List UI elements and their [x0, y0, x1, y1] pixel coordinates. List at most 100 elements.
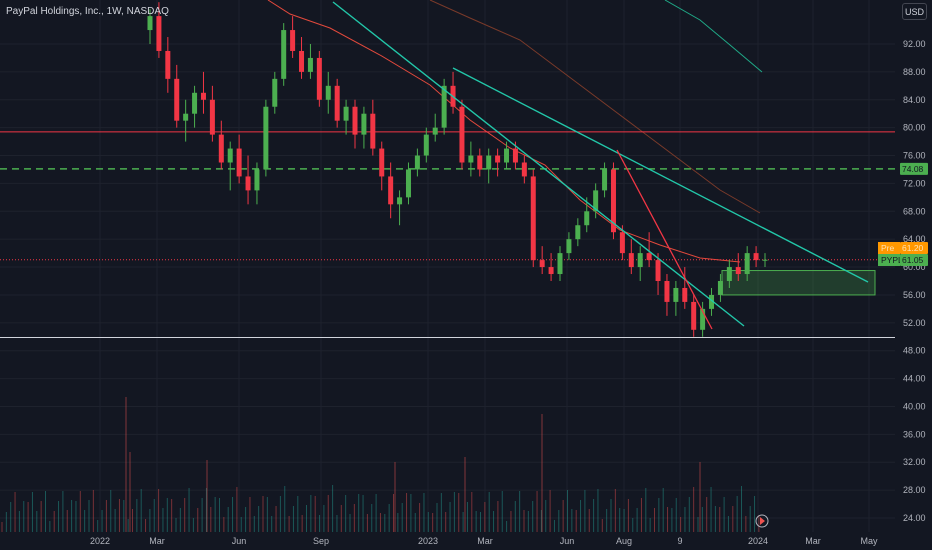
- candle-body: [281, 30, 287, 79]
- price-tick-label: 80.00: [903, 123, 926, 133]
- replay-icon[interactable]: [755, 514, 769, 528]
- time-tick-label: 9: [677, 536, 682, 546]
- price-tick-label: 72.00: [903, 178, 926, 188]
- candle-body: [486, 155, 492, 170]
- candle-body: [566, 239, 572, 254]
- candle-body: [414, 155, 420, 170]
- premarket-flag-value: 61.20: [902, 243, 924, 253]
- candle-body: [691, 301, 697, 330]
- candle-body: [744, 253, 750, 275]
- candle-body: [495, 155, 501, 163]
- candle-body: [459, 106, 465, 163]
- time-tick-label: Mar: [805, 536, 821, 546]
- symbol-flag-label: PYPL: [881, 255, 903, 265]
- candle-body: [468, 155, 474, 163]
- candle-body: [343, 106, 349, 121]
- candle-body: [753, 253, 759, 261]
- candle-body: [299, 50, 305, 72]
- moving-average-line: [664, 0, 763, 73]
- time-tick-label: Jun: [232, 536, 247, 546]
- candle-body: [557, 253, 563, 275]
- time-tick-label: Sep: [313, 536, 329, 546]
- candle-body: [192, 92, 198, 114]
- trendline-drawings[interactable]: [332, 1, 869, 330]
- time-axis[interactable]: 2022 Mar Jun Sep 2023 Mar Jun Aug 9 2024 Mar May: [90, 536, 878, 546]
- candle-body: [539, 260, 545, 268]
- price-tick-label: 84.00: [903, 95, 926, 105]
- currency-button[interactable]: USD: [902, 3, 927, 20]
- candle-body: [290, 30, 296, 51]
- candle-body: [307, 57, 313, 72]
- time-tick-label: Jun: [560, 536, 575, 546]
- horizontal-levels: [0, 131, 895, 338]
- candle-body: [370, 113, 376, 149]
- candle-body: [388, 176, 394, 205]
- premarket-flag-label: Pre: [881, 243, 895, 253]
- candle-body: [147, 16, 153, 31]
- candle-body: [227, 148, 233, 163]
- candle-body: [619, 232, 625, 254]
- candle-body: [655, 260, 661, 281]
- candle-body: [584, 211, 590, 226]
- candle-body: [236, 148, 242, 177]
- trendline-1: [332, 1, 745, 327]
- candle-body: [762, 259, 768, 261]
- time-tick-label: 2022: [90, 536, 110, 546]
- price-tick-label: 24.00: [903, 513, 926, 523]
- candle-body: [735, 267, 741, 275]
- candle-body: [165, 50, 171, 79]
- price-tick-label: 40.00: [903, 401, 926, 411]
- candle-body: [272, 78, 278, 107]
- candle-body: [504, 148, 510, 163]
- price-tick-label: 48.00: [903, 346, 926, 356]
- candle-body: [548, 267, 554, 275]
- candle-body: [593, 190, 599, 212]
- candle-body: [575, 225, 581, 240]
- candle-body: [441, 85, 447, 128]
- time-tick-label: Aug: [616, 536, 632, 546]
- candle-body: [432, 127, 438, 135]
- candle-body: [263, 106, 269, 170]
- premarket-flag-label-bg: [878, 242, 900, 254]
- price-tick-label: 64.00: [903, 234, 926, 244]
- candle-body: [521, 162, 527, 177]
- support-zone[interactable]: [721, 270, 876, 296]
- candle-body: [405, 169, 411, 198]
- candle-body: [334, 85, 340, 121]
- price-tick-label: 52.00: [903, 318, 926, 328]
- candle-body: [610, 169, 616, 233]
- price-tick-label: 68.00: [903, 206, 926, 216]
- price-tick-label: 88.00: [903, 67, 926, 77]
- candle-body: [477, 155, 483, 170]
- candle-body: [726, 267, 732, 281]
- candle-body: [174, 78, 180, 121]
- candle-body: [423, 134, 429, 156]
- time-tick-label: 2024: [748, 536, 768, 546]
- price-tick-label: 56.00: [903, 290, 926, 300]
- candle-body: [628, 253, 634, 268]
- candle-body: [530, 176, 536, 261]
- level-flag-value-bg: [900, 162, 928, 175]
- volume-bars: [1, 397, 760, 532]
- price-axis[interactable]: 92.00 88.00 84.00 80.00 76.00 72.00 68.00 64.00…: [903, 39, 926, 523]
- moving-averages: [267, 0, 763, 263]
- candle-body: [352, 106, 358, 135]
- symbol-title: PayPal Holdings, Inc., 1W, NASDAQ: [6, 6, 169, 17]
- candle-body: [325, 85, 331, 100]
- candle-body: [200, 92, 206, 100]
- candle-body: [673, 287, 679, 302]
- candle-body: [245, 176, 251, 191]
- time-tick-label: Mar: [477, 536, 493, 546]
- price-tick-label: 36.00: [903, 429, 926, 439]
- trendline-3: [616, 149, 713, 330]
- price-tick-label: 28.00: [903, 485, 926, 495]
- support-zone-box: [721, 270, 876, 296]
- candle-body: [602, 169, 608, 191]
- candle-body: [664, 281, 670, 302]
- candle-body: [209, 99, 215, 135]
- candle-body: [637, 253, 643, 268]
- premarket-flag-value-bg: [900, 242, 928, 254]
- candle-body: [361, 113, 367, 135]
- symbol-flag-value-bg: [900, 254, 928, 266]
